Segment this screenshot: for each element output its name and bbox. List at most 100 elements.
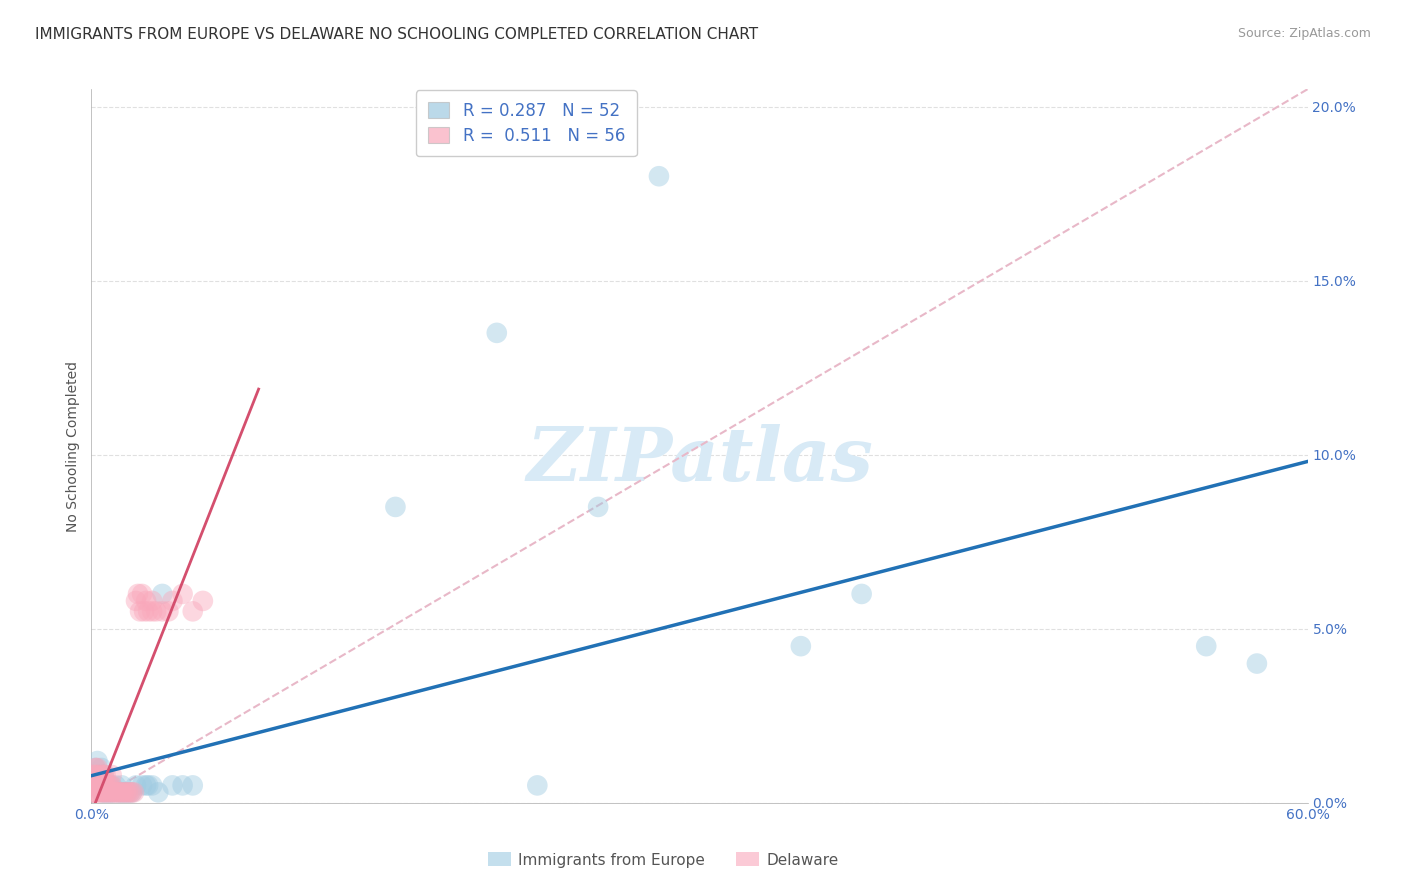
Point [111,785,134,799]
Point [851,587,873,601]
Point [586,500,609,514]
Point [103,785,125,799]
Point [86,778,108,792]
Point [1246,657,1268,671]
Point [82,768,104,782]
Point [84,785,107,799]
Point [89,768,111,782]
Point [97,778,120,792]
Point [162,594,184,608]
Point [90,768,112,782]
Point [82,785,104,799]
Point [107,785,129,799]
Point [94,785,117,799]
Point [1195,639,1218,653]
Point [100,768,122,782]
Point [84,768,107,782]
Point [93,785,115,799]
Point [150,587,173,601]
Point [141,604,163,618]
Point [97,785,120,799]
Point [157,604,180,618]
Point [93,785,115,799]
Point [84,778,107,792]
Point [86,768,108,782]
Point [115,785,138,799]
Point [136,604,159,618]
Point [112,785,135,799]
Point [118,785,141,799]
Point [93,768,115,782]
Point [94,785,117,799]
Point [526,778,548,792]
Point [135,594,157,608]
Point [181,604,204,618]
Point [86,778,108,792]
Point [790,639,813,653]
Point [117,785,139,799]
Point [121,785,143,799]
Point [132,604,155,618]
Text: ZIPatlas: ZIPatlas [526,424,873,497]
Point [98,785,121,799]
Point [162,778,184,792]
Point [115,785,138,799]
Point [111,785,134,799]
Point [118,785,141,799]
Point [172,587,194,601]
Point [86,785,108,799]
Point [93,778,115,792]
Point [100,778,122,792]
Point [148,785,170,799]
Point [127,587,149,601]
Point [648,169,671,184]
Point [191,594,214,608]
Point [82,778,104,792]
Point [90,778,112,792]
Point [100,785,122,799]
Point [94,778,117,792]
Text: Source: ZipAtlas.com: Source: ZipAtlas.com [1237,27,1371,40]
Point [98,785,121,799]
Legend: Immigrants from Europe, Delaware: Immigrants from Europe, Delaware [481,847,845,873]
Point [117,785,139,799]
Point [121,785,143,799]
Point [108,785,131,799]
Point [112,785,135,799]
Point [90,761,112,775]
Point [89,778,111,792]
Point [145,604,167,618]
Point [485,326,508,340]
Point [84,761,107,775]
Point [93,768,115,782]
Point [108,785,131,799]
Point [90,785,112,799]
Point [384,500,406,514]
Point [125,778,148,792]
Point [89,778,111,792]
Point [94,768,117,782]
Point [84,778,107,792]
Point [84,761,107,775]
Point [150,604,173,618]
Text: IMMIGRANTS FROM EUROPE VS DELAWARE NO SCHOOLING COMPLETED CORRELATION CHART: IMMIGRANTS FROM EUROPE VS DELAWARE NO SC… [35,27,758,42]
Point [122,785,145,799]
Y-axis label: No Schooling Completed: No Schooling Completed [66,360,80,532]
Point [90,778,112,792]
Point [129,604,152,618]
Point [141,594,163,608]
Point [141,778,163,792]
Point [104,785,127,799]
Point [104,778,127,792]
Point [172,778,194,792]
Point [86,761,108,775]
Point [131,587,153,601]
Point [98,778,121,792]
Point [100,778,122,792]
Point [181,778,204,792]
Point [107,785,129,799]
Point [131,778,153,792]
Point [103,785,125,799]
Point [125,594,148,608]
Point [94,778,117,792]
